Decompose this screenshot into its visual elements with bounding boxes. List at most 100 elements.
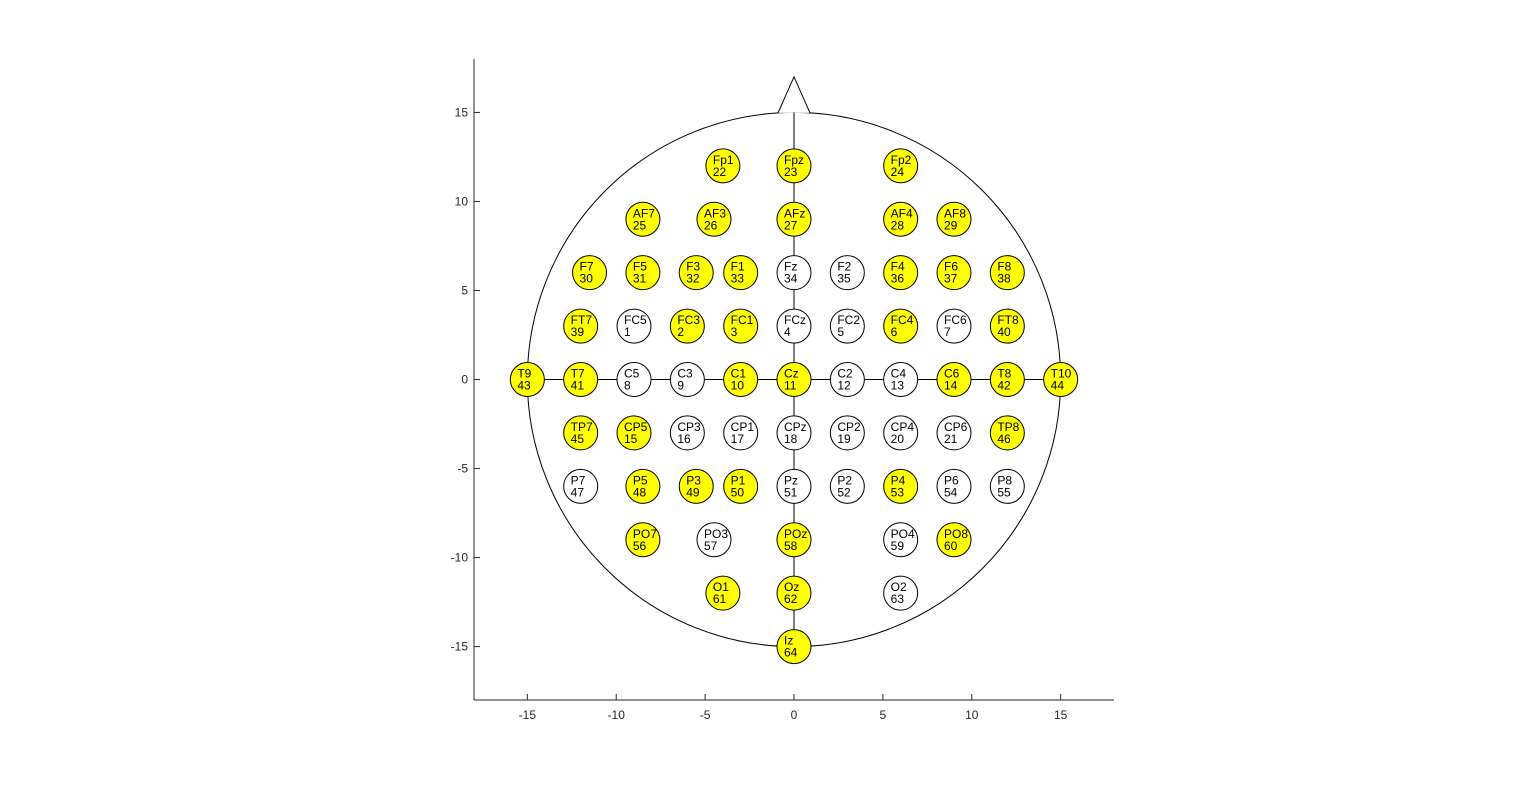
- electrode-index-label: 49: [686, 485, 700, 499]
- electrode-index-label: 64: [784, 646, 798, 660]
- electrode-name-label: P3: [686, 473, 701, 487]
- electrode-marker: [563, 362, 599, 397]
- electrode-marker: [616, 308, 652, 344]
- electrode-index-label: 52: [837, 485, 851, 499]
- y-tick-label: -15: [451, 640, 469, 654]
- electrode-name-label: TP8: [997, 420, 1019, 434]
- electrode-marker: [723, 468, 759, 504]
- electrode-name-label: C6: [944, 367, 960, 381]
- electrode-index-label: 41: [571, 379, 585, 393]
- electrode-index-label: 55: [997, 485, 1011, 499]
- y-tick-label: -5: [457, 462, 468, 476]
- electrode-index-label: 20: [891, 432, 905, 446]
- electrode-marker: [989, 468, 1025, 504]
- electrode-c3: C39: [669, 362, 705, 397]
- y-tick-label: 5: [461, 283, 468, 297]
- electrode-index-label: 6: [891, 325, 898, 339]
- electrode-marker: [883, 308, 919, 344]
- electrode-name-label: FC6: [944, 313, 967, 327]
- electrode-name-label: AF8: [944, 206, 966, 220]
- x-tick-label: 5: [880, 708, 887, 722]
- electrode-marker: [669, 308, 705, 344]
- electrode-name-label: O1: [713, 580, 729, 594]
- electrode-index-label: 26: [704, 218, 718, 232]
- electrode-marker: [776, 201, 812, 237]
- electrode-marker: [829, 308, 865, 344]
- x-tick-label: -5: [700, 708, 711, 722]
- x-tick-label: -15: [519, 708, 537, 722]
- electrode-index-label: 18: [784, 432, 798, 446]
- electrode-marker: [563, 468, 599, 504]
- electrode-name-label: P1: [731, 473, 746, 487]
- electrode-name-label: O2: [891, 580, 907, 594]
- electrode-marker: [989, 308, 1025, 344]
- electrode-index-label: 11: [784, 379, 797, 393]
- electrode-name-label: CP4: [891, 420, 915, 434]
- electrode-index-label: 36: [891, 272, 905, 286]
- electrode-index-label: 22: [713, 165, 727, 179]
- electrode-name-label: FC5: [624, 313, 647, 327]
- electrode-index-label: 13: [891, 379, 905, 393]
- electrode-marker: [625, 522, 661, 558]
- electrode-name-label: CPz: [784, 420, 807, 434]
- electrode-name-label: F7: [580, 260, 594, 274]
- y-tick-label: 15: [455, 105, 469, 119]
- electrode-index-label: 27: [784, 218, 798, 232]
- electrode-name-label: Fp1: [713, 153, 734, 167]
- electrode-name-label: CP3: [677, 420, 701, 434]
- electrode-marker: [883, 201, 919, 237]
- electrode-marker: [936, 255, 972, 291]
- electrode-marker: [776, 522, 812, 558]
- electrode-index-label: 7: [944, 325, 951, 339]
- electrode-index-label: 33: [731, 272, 745, 286]
- electrode-marker: [705, 575, 741, 611]
- electrode-name-label: P2: [837, 473, 852, 487]
- electrode-marker: [883, 468, 919, 504]
- electrode-index-label: 3: [731, 325, 738, 339]
- electrode-name-label: AF7: [633, 206, 655, 220]
- electrode-name-label: F1: [731, 260, 745, 274]
- electrode-index-label: 59: [891, 539, 905, 553]
- electrode-index-label: 39: [571, 325, 585, 339]
- electrode-name-label: C5: [624, 367, 640, 381]
- electrode-index-label: 57: [704, 539, 718, 553]
- electrode-name-label: POz: [784, 527, 807, 541]
- electrode-index-label: 58: [784, 539, 798, 553]
- electrode-marker: [616, 415, 652, 451]
- electrode-index-label: 4: [784, 325, 791, 339]
- electrode-name-label: PO8: [944, 527, 968, 541]
- electrode-marker: [678, 255, 714, 291]
- electrode-index-label: 25: [633, 218, 647, 232]
- electrode-marker: [776, 629, 812, 665]
- y-tick-label: 10: [455, 194, 469, 208]
- electrode-marker: [776, 255, 812, 291]
- electrode-name-label: C1: [731, 367, 747, 381]
- electrode-name-label: F5: [633, 260, 647, 274]
- electrode-index-label: 35: [837, 272, 851, 286]
- electrode-index-label: 5: [837, 325, 844, 339]
- electrode-index-label: 8: [624, 379, 631, 393]
- electrode-name-label: AFz: [784, 206, 805, 220]
- electrode-name-label: PO3: [704, 527, 728, 541]
- electrode-marker: [1043, 362, 1079, 397]
- electrodes: Fp122Fpz23Fp224AF725AF326AFz27AF428AF829…: [509, 148, 1079, 665]
- x-tick-label: 0: [791, 708, 798, 722]
- electrode-marker: [989, 255, 1025, 291]
- x-tick-label: 15: [1054, 708, 1068, 722]
- electrode-name-label: FC3: [677, 313, 700, 327]
- electrode-index-label: 19: [837, 432, 851, 446]
- electrode-marker: [829, 255, 865, 291]
